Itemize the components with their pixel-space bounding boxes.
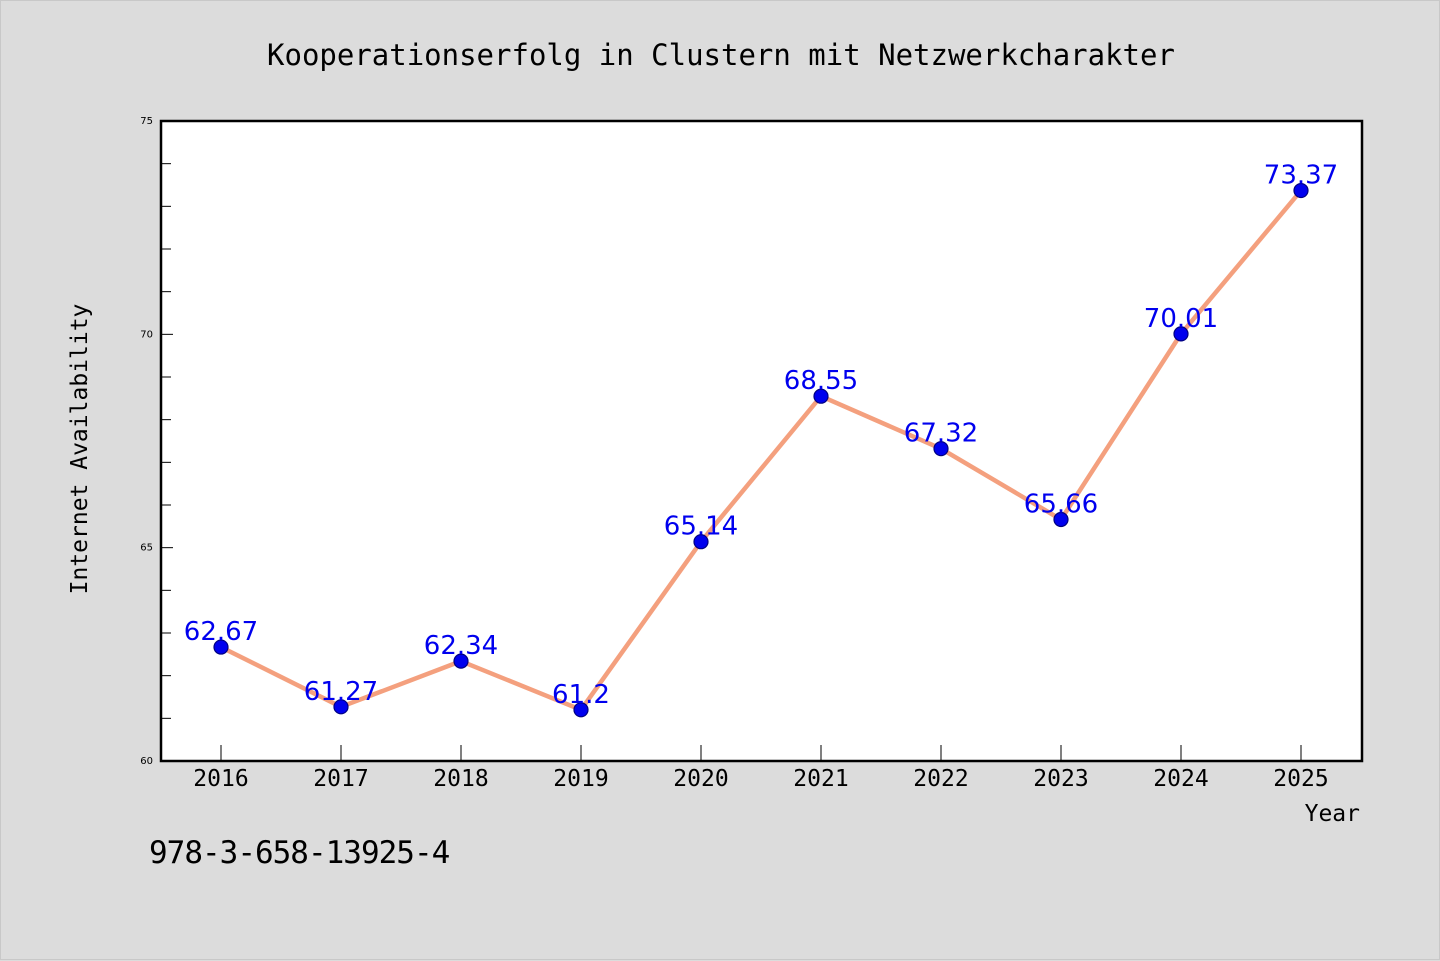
y-axis-label: Internet Availability bbox=[67, 304, 93, 595]
data-point bbox=[573, 702, 589, 718]
data-point bbox=[1173, 326, 1189, 342]
y-tick-label: 70 bbox=[140, 329, 153, 340]
y-tick-label: 75 bbox=[140, 116, 153, 127]
x-tick-label: 2017 bbox=[313, 766, 368, 792]
data-label: 73.37 bbox=[1264, 161, 1338, 191]
y-tick-label: 65 bbox=[140, 543, 153, 554]
data-point bbox=[453, 653, 469, 669]
y-tick-label: 60 bbox=[140, 756, 153, 767]
x-tick-label: 2025 bbox=[1273, 766, 1328, 792]
data-label: 61.2 bbox=[552, 680, 610, 710]
data-label: 68.55 bbox=[784, 366, 858, 396]
data-label: 61.27 bbox=[304, 677, 378, 707]
x-tick-label: 2018 bbox=[433, 766, 488, 792]
data-point bbox=[1053, 511, 1069, 528]
data-point bbox=[933, 441, 949, 457]
x-tick-label: 2023 bbox=[1033, 766, 1088, 792]
data-label: 70.01 bbox=[1144, 304, 1218, 334]
x-tick-label: 2021 bbox=[793, 766, 848, 792]
series-line bbox=[218, 188, 1304, 713]
data-point bbox=[1293, 182, 1309, 199]
plot-area bbox=[159, 119, 1364, 763]
x-tick-label: 2022 bbox=[913, 766, 968, 792]
x-axis-label: Year bbox=[1305, 801, 1360, 827]
data-label: 65.14 bbox=[664, 512, 738, 542]
x-tick-label: 2019 bbox=[553, 766, 608, 792]
data-label: 65.66 bbox=[1024, 490, 1098, 520]
x-tick-label: 2020 bbox=[673, 766, 728, 792]
data-label: 62.34 bbox=[424, 631, 498, 661]
data-label: 67.32 bbox=[904, 419, 978, 449]
x-tick-label: 2024 bbox=[1153, 766, 1208, 792]
data-point bbox=[213, 639, 229, 655]
data-point bbox=[813, 388, 829, 404]
data-label: 62.67 bbox=[184, 617, 258, 647]
isbn-footer: 978-3-658-13925-4 bbox=[149, 835, 450, 871]
x-tick-label: 2016 bbox=[193, 766, 248, 792]
chart-title: Kooperationserfolg in Clustern mit Netzw… bbox=[267, 38, 1175, 72]
data-point bbox=[693, 534, 709, 550]
data-point bbox=[333, 699, 349, 715]
